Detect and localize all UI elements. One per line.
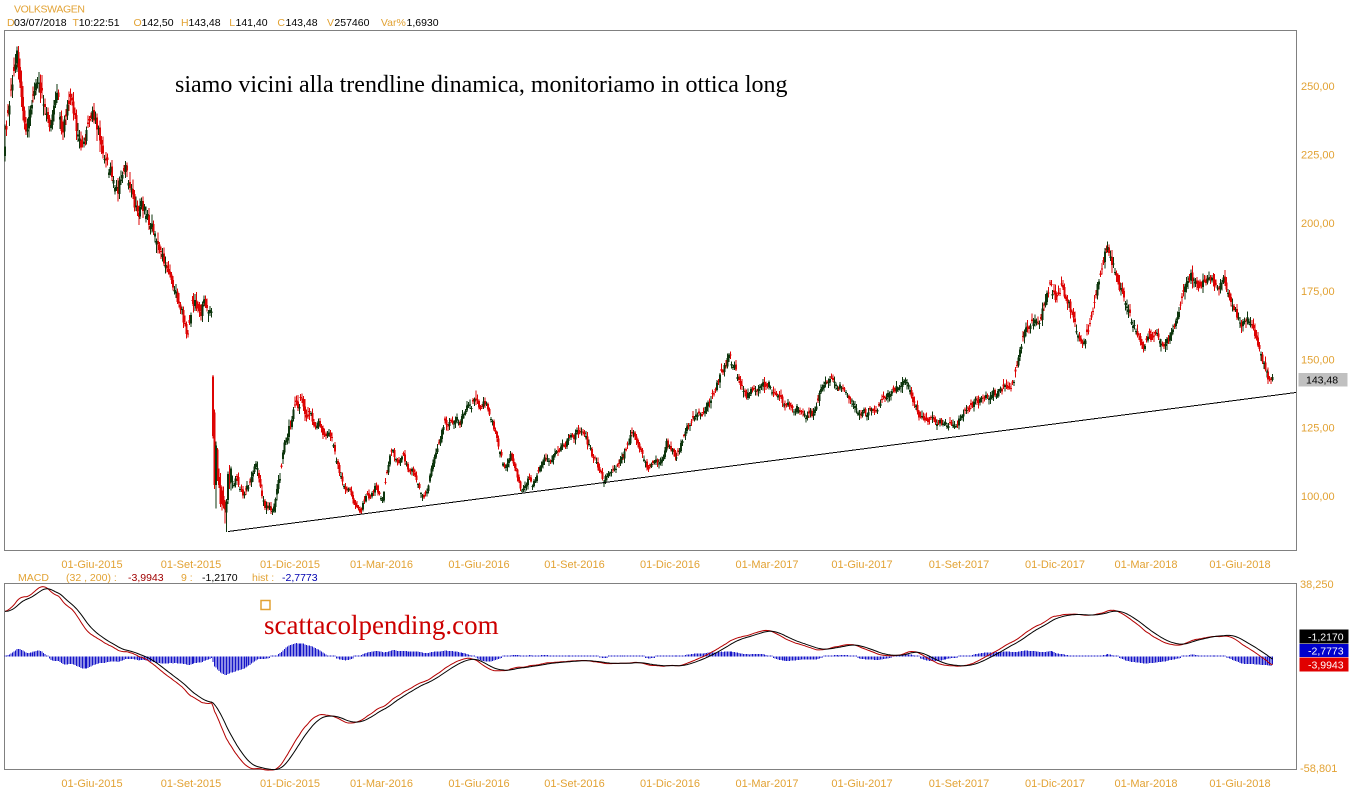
svg-text:01-Mar-2018: 01-Mar-2018 [1115, 778, 1178, 790]
svg-text:01-Dic-2016: 01-Dic-2016 [640, 778, 700, 790]
svg-text:250,00: 250,00 [1301, 81, 1335, 93]
svg-text:-2,7773: -2,7773 [1308, 646, 1344, 658]
svg-text:01-Set-2016: 01-Set-2016 [544, 778, 605, 790]
svg-text:150,00: 150,00 [1301, 354, 1335, 366]
svg-text:01-Giu-2018: 01-Giu-2018 [1209, 778, 1270, 790]
svg-text:38,250: 38,250 [1300, 579, 1334, 591]
svg-text:100,00: 100,00 [1301, 491, 1335, 503]
svg-text:01-Mar-2017: 01-Mar-2017 [736, 778, 799, 790]
svg-text:siamo vicini alla trendline di: siamo vicini alla trendline dinamica, mo… [175, 72, 788, 98]
svg-text:01-Dic-2017: 01-Dic-2017 [1025, 559, 1085, 571]
svg-text:01-Giu-2016: 01-Giu-2016 [448, 778, 509, 790]
svg-text:01-Set-2015: 01-Set-2015 [161, 559, 222, 571]
svg-text:01-Mar-2016: 01-Mar-2016 [350, 778, 413, 790]
svg-text:01-Dic-2015: 01-Dic-2015 [260, 559, 320, 571]
svg-text:143,48: 143,48 [1306, 375, 1338, 387]
svg-text:01-Dic-2016: 01-Dic-2016 [640, 559, 700, 571]
svg-text:01-Set-2016: 01-Set-2016 [544, 559, 605, 571]
svg-text:01-Giu-2015: 01-Giu-2015 [61, 778, 122, 790]
svg-text:175,00: 175,00 [1301, 286, 1335, 298]
svg-text:01-Mar-2018: 01-Mar-2018 [1115, 559, 1178, 571]
svg-text:200,00: 200,00 [1301, 218, 1335, 230]
svg-text:-58,801: -58,801 [1300, 763, 1337, 775]
svg-text:01-Mar-2017: 01-Mar-2017 [736, 559, 799, 571]
svg-text:01-Set-2017: 01-Set-2017 [929, 778, 990, 790]
svg-text:01-Giu-2015: 01-Giu-2015 [61, 559, 122, 571]
svg-text:01-Giu-2017: 01-Giu-2017 [831, 778, 892, 790]
svg-text:01-Set-2017: 01-Set-2017 [929, 559, 990, 571]
svg-text:01-Mar-2016: 01-Mar-2016 [350, 559, 413, 571]
svg-text:-1,2170: -1,2170 [1308, 632, 1344, 644]
svg-text:scattacolpending.com: scattacolpending.com [264, 610, 499, 640]
svg-text:125,00: 125,00 [1301, 423, 1335, 435]
svg-text:01-Giu-2016: 01-Giu-2016 [448, 559, 509, 571]
svg-text:01-Set-2015: 01-Set-2015 [161, 778, 222, 790]
svg-text:01-Giu-2018: 01-Giu-2018 [1209, 559, 1270, 571]
svg-text:01-Dic-2017: 01-Dic-2017 [1025, 778, 1085, 790]
svg-text:225,00: 225,00 [1301, 150, 1335, 162]
svg-text:-3,9943: -3,9943 [1308, 660, 1344, 672]
svg-text:VOLKSWAGEN: VOLKSWAGEN [14, 4, 85, 16]
svg-text:01-Giu-2017: 01-Giu-2017 [831, 559, 892, 571]
svg-text:01-Dic-2015: 01-Dic-2015 [260, 778, 320, 790]
